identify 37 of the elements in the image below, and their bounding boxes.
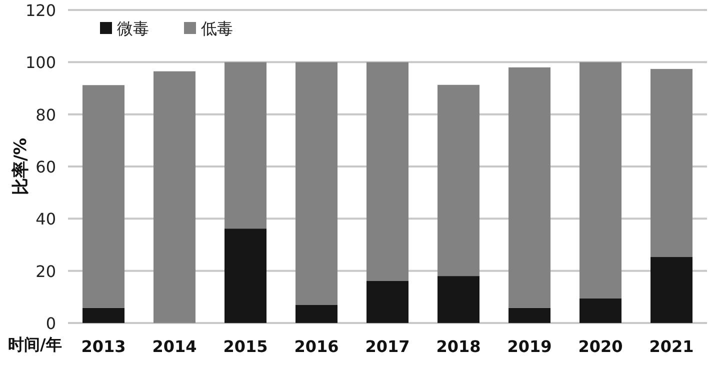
bar	[224, 62, 266, 229]
bar	[82, 308, 124, 323]
y-tick-label: 0	[46, 314, 56, 333]
x-tick-label: 2015	[223, 337, 268, 356]
y-tick-label: 20	[36, 262, 56, 281]
bar	[650, 257, 692, 323]
x-tick-label: 2020	[578, 337, 623, 356]
y-tick-label: 120	[25, 1, 56, 20]
y-tick-label: 100	[25, 53, 56, 72]
x-tick-label: 2017	[365, 337, 410, 356]
bar	[580, 62, 622, 298]
bar	[366, 62, 408, 281]
bar	[438, 276, 480, 323]
y-tick-label: 80	[36, 105, 56, 124]
legend-label: 微毒	[117, 19, 149, 38]
bar	[438, 84, 480, 276]
y-tick-label: 60	[36, 158, 56, 176]
bar	[366, 280, 408, 323]
y-axis-title: 比率/%	[11, 138, 31, 196]
x-axis-title: 时间/年	[8, 335, 62, 354]
x-tick-label: 2013	[81, 337, 126, 356]
bar	[650, 68, 692, 258]
bar	[296, 305, 338, 323]
bar	[82, 85, 124, 308]
x-tick-label: 2014	[152, 337, 197, 356]
x-tick-label: 2018	[436, 337, 481, 356]
legend-label: 低毒	[201, 19, 233, 38]
bar	[508, 67, 550, 308]
bar	[508, 308, 550, 323]
bar	[224, 228, 266, 323]
x-tick-label: 2016	[294, 337, 339, 356]
bar	[580, 298, 622, 323]
y-tick-label: 40	[36, 210, 56, 229]
bar	[296, 62, 338, 306]
bar	[154, 71, 196, 323]
x-tick-label: 2021	[649, 337, 694, 356]
x-tick-label: 2019	[507, 337, 552, 356]
